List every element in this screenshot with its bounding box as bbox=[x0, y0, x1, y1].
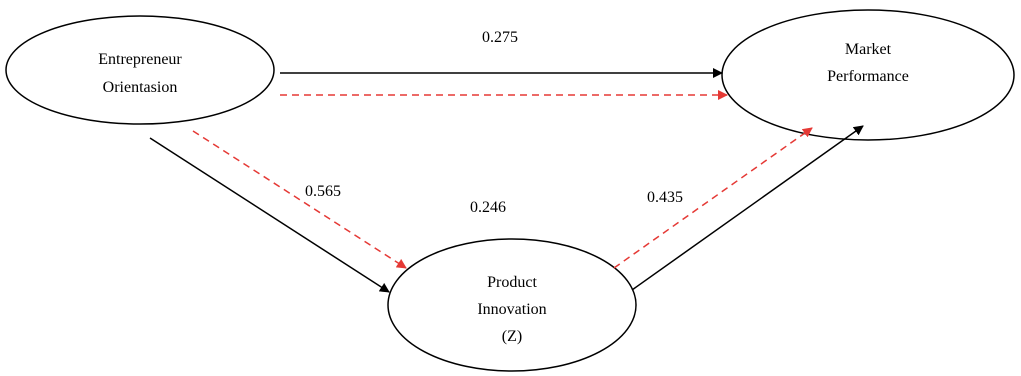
node-label-product-line1: Product bbox=[487, 274, 537, 291]
coef-indirect: 0.246 bbox=[470, 199, 506, 216]
coef-direct-eo-mp: 0.275 bbox=[482, 29, 518, 46]
arrow-eo-to-pi-solid bbox=[149, 137, 390, 293]
arrow-pi-to-mp-dashed bbox=[613, 127, 813, 269]
node-label-market-line2: Performance bbox=[827, 68, 909, 85]
node-product-innovation bbox=[387, 238, 637, 372]
arrow-pi-to-mp-solid bbox=[631, 125, 864, 291]
node-label-entrepreneur-line2: Orientasion bbox=[103, 79, 178, 96]
coef-eo-pi: 0.565 bbox=[305, 183, 341, 200]
coef-pi-mp: 0.435 bbox=[647, 189, 683, 206]
node-label-product-line3: (Z) bbox=[502, 328, 522, 345]
node-entrepreneur-orientation bbox=[5, 15, 275, 125]
arrow-eo-to-pi-dashed bbox=[192, 130, 407, 269]
node-label-product-line2: Innovation bbox=[477, 301, 546, 318]
node-label-entrepreneur-line1: Entrepreneur bbox=[98, 51, 182, 68]
node-label-market-line1: Market bbox=[845, 41, 892, 58]
